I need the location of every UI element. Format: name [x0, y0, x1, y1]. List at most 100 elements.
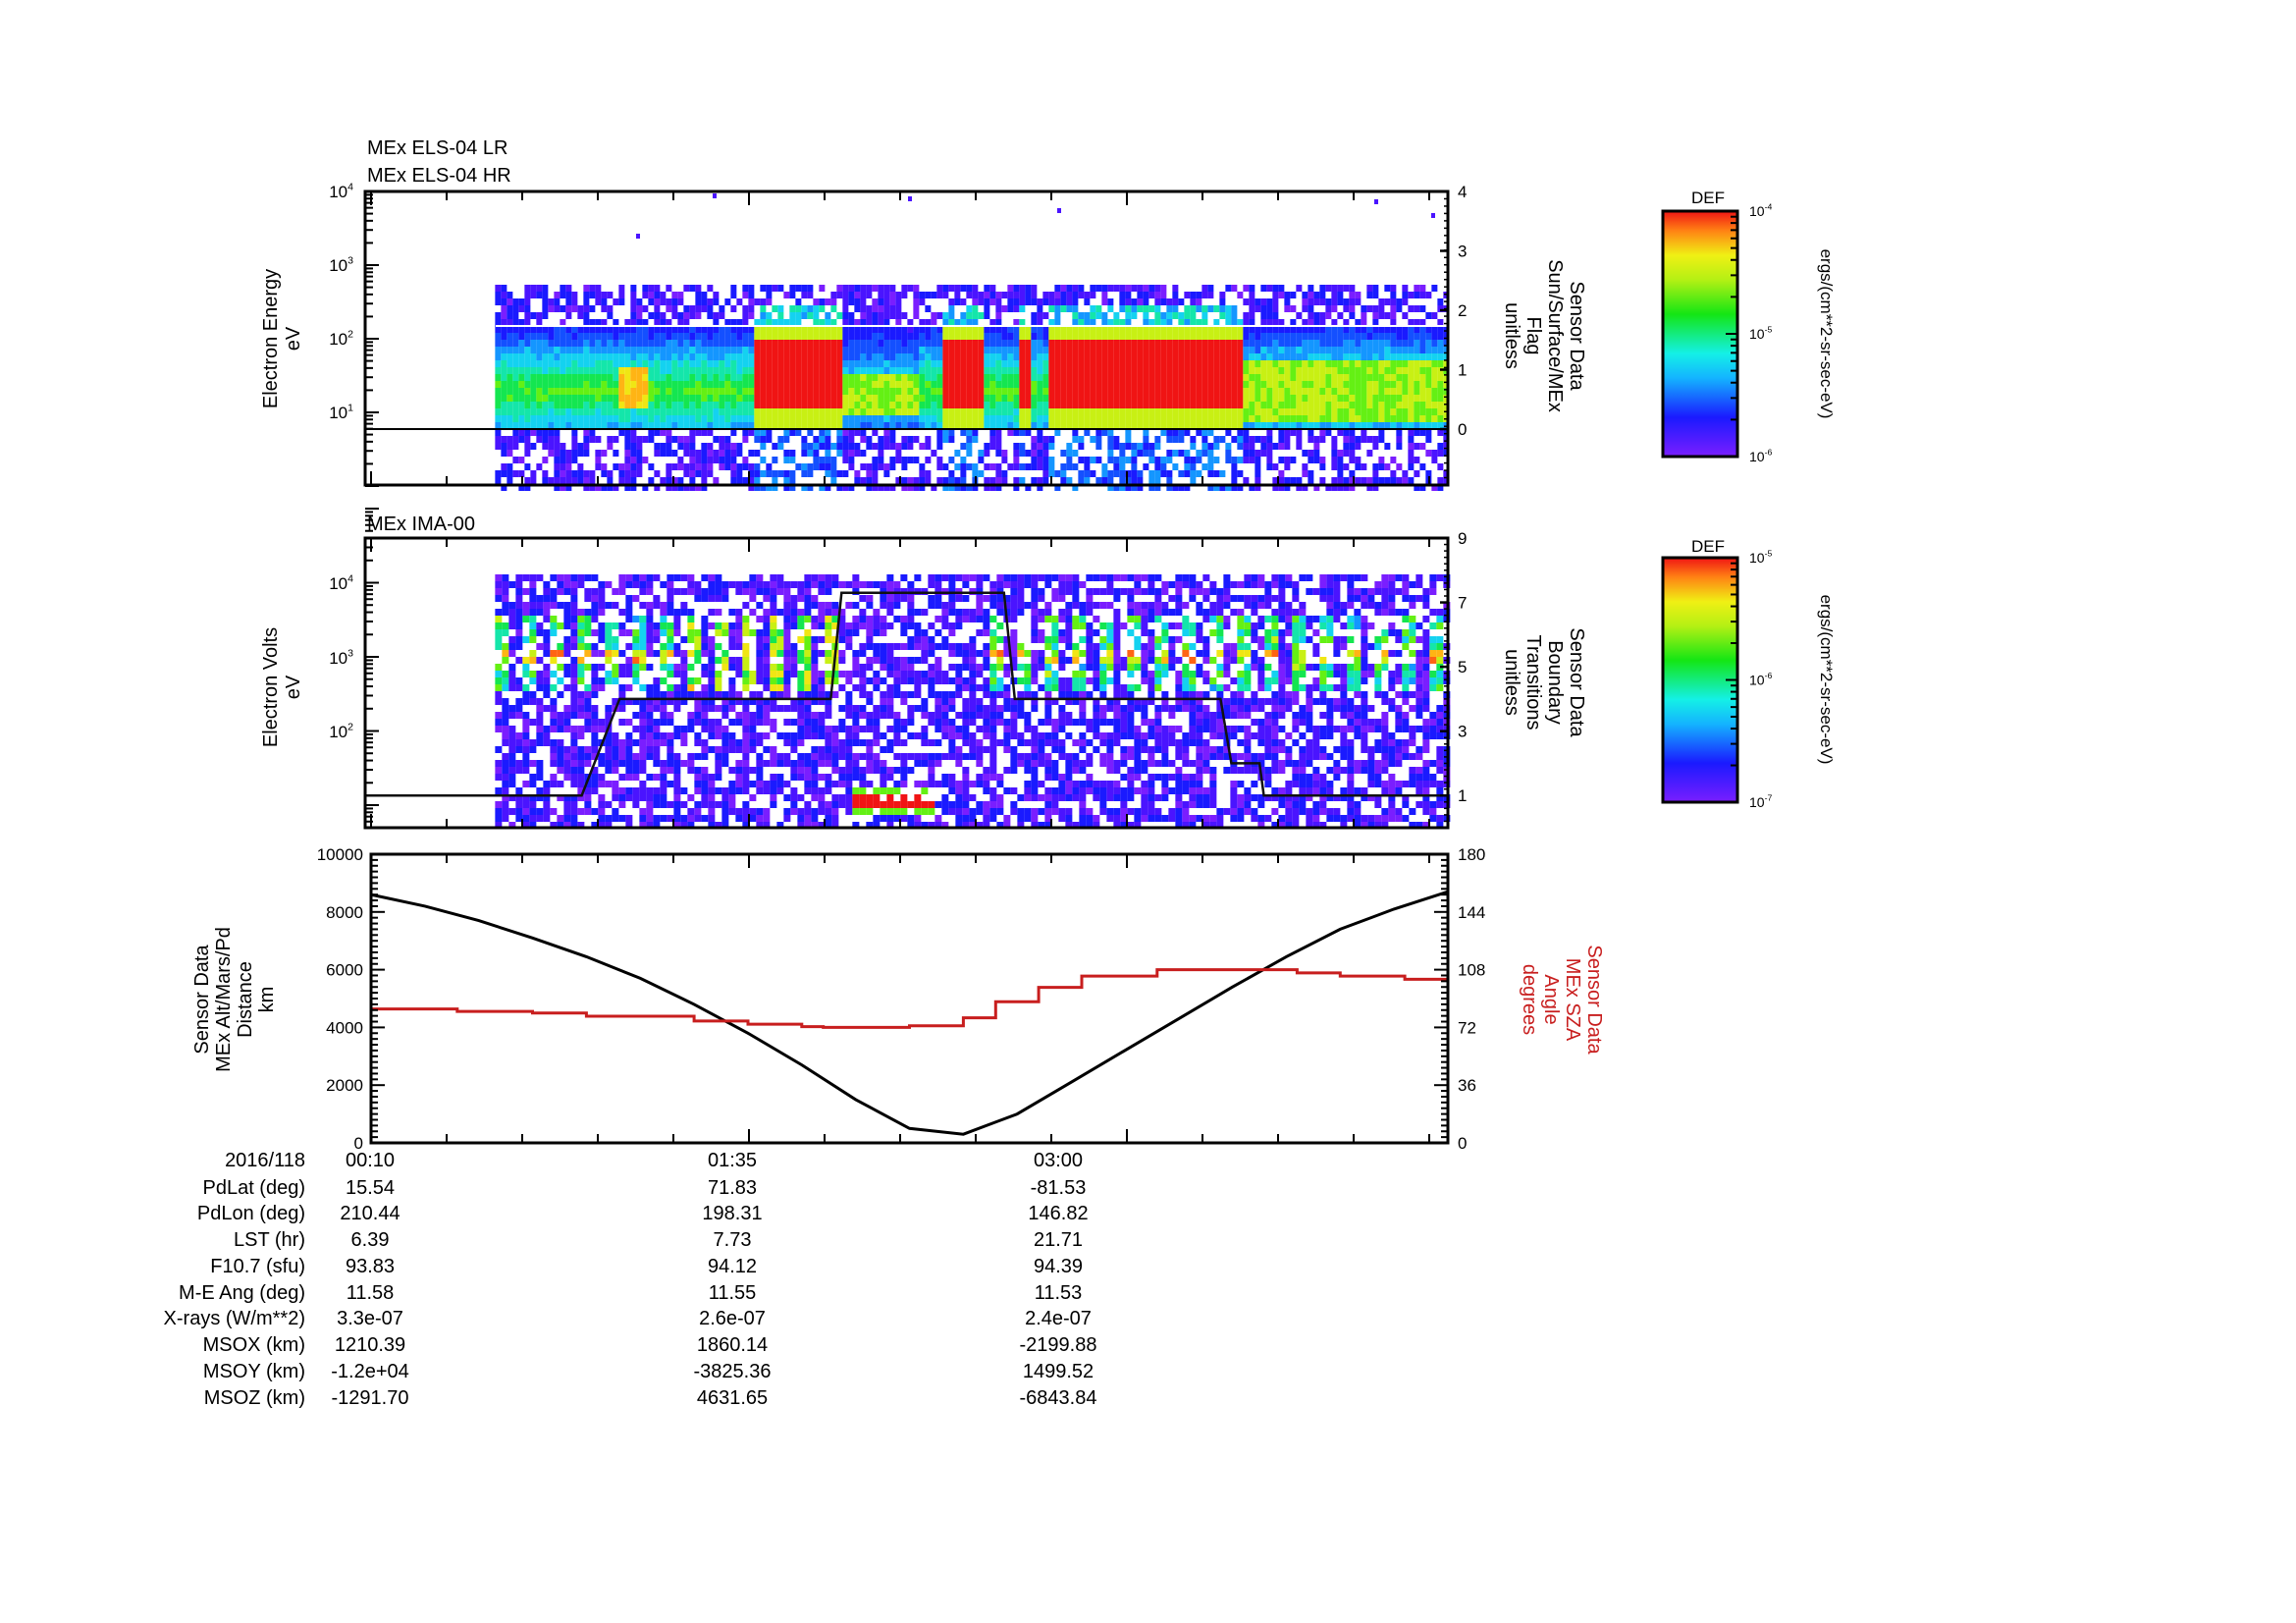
y2-tick-label: 180 — [1458, 845, 1485, 864]
y2-tick-label: 3 — [1458, 243, 1467, 261]
y2-tick-label: 3 — [1458, 723, 1467, 741]
y2-tick-label: 0 — [1458, 1134, 1467, 1153]
ephemeris-cell: 1210.39 — [335, 1334, 405, 1356]
els-y2label-1: Sensor Data — [1566, 281, 1587, 391]
panel1-title-hr: MEx ELS-04 HR — [367, 165, 511, 187]
orbit-ylabel-3: Distance — [235, 961, 256, 1038]
ephemeris-cell: 3.3e-07 — [337, 1308, 403, 1329]
orbit-plot-frame — [369, 852, 1450, 1145]
y2-tick-label: 108 — [1458, 961, 1485, 980]
els-y2label-4: unitless — [1501, 302, 1522, 369]
orbit-ylabel-4: km — [256, 987, 278, 1013]
orbit-y2label-2: MEx SZA — [1562, 958, 1583, 1042]
ephemeris-cell: 2.6e-07 — [699, 1308, 766, 1329]
ephemeris-cell: 15.54 — [346, 1177, 395, 1199]
ima-plot-frame — [363, 536, 1450, 830]
ima-boundary-transitions-line — [365, 591, 1448, 797]
els-colorbar-bar — [1661, 209, 1739, 459]
orbit-y2label-4: degrees — [1519, 964, 1540, 1035]
tick-label: 104 — [329, 181, 353, 201]
ephemeris-cell: -1.2e+04 — [331, 1361, 409, 1382]
ima-colorbar-ticks: 10-7 10-6 10-5 — [1726, 549, 1772, 810]
ephemeris-cell: 1499.52 — [1023, 1361, 1094, 1382]
y-tick-label: 2000 — [326, 1076, 363, 1095]
tick-label: 10-6 — [1749, 671, 1772, 687]
orbit-y2label-3: Angle — [1540, 974, 1562, 1024]
panel-els: MEx ELS-04 LR MEx ELS-04 HR 101102103104… — [260, 137, 1836, 491]
ephemeris-cell: 71.83 — [708, 1177, 757, 1199]
ephemeris-cell: 198.31 — [702, 1203, 762, 1224]
ephemeris-cell: 2.4e-07 — [1025, 1308, 1092, 1329]
orbit-ylabel-2: MEx Alt/Mars/Pd — [213, 927, 235, 1072]
ephemeris-cell: 1860.14 — [697, 1334, 768, 1356]
ephemeris-row-label: PdLat (deg) — [202, 1177, 305, 1199]
ephemeris-cell: -3825.36 — [694, 1361, 772, 1382]
y-tick-label: 4000 — [326, 1018, 363, 1037]
y2-tick-label: 144 — [1458, 903, 1485, 922]
sza-line — [371, 968, 1450, 1029]
panel-ima: MEx IMA-00 102 103 104 1 3 5 7 9 Electron Volts… — [260, 508, 1836, 830]
altitude-line — [370, 890, 1449, 1136]
y2-tick-label: 0 — [1458, 420, 1467, 439]
tick-label: 10-4 — [1749, 202, 1772, 219]
ephemeris-row-label: F10.7 (sfu) — [210, 1256, 305, 1277]
ephemeris-row-label: LST (hr) — [234, 1229, 305, 1251]
ephemeris-cell: 11.58 — [347, 1282, 395, 1304]
tick-label: 101 — [329, 402, 353, 422]
tick-label: 10-6 — [1749, 448, 1772, 464]
ephemeris-cell: 146.82 — [1028, 1203, 1088, 1224]
ephemeris-row-label: MSOX (km) — [203, 1334, 305, 1356]
els-y2label-3: Flag — [1522, 317, 1544, 355]
ephemeris-cell: 11.53 — [1035, 1282, 1083, 1304]
ephemeris-cell: 4631.65 — [697, 1387, 768, 1409]
ima-y2label-3: Transitions — [1522, 634, 1544, 730]
els-y2label-2: Sun/Surface/MEx — [1544, 259, 1566, 412]
ephemeris-row-label: MSOZ (km) — [204, 1387, 305, 1409]
ephemeris-cell: 94.12 — [708, 1256, 757, 1277]
ima-colorbar-label: DEF — [1691, 537, 1725, 556]
els-colorbar-units: ergs/(cm**2-sr-sec-eV) — [1817, 249, 1836, 419]
y-tick-label: 0 — [354, 1134, 363, 1153]
tick-label: 10-5 — [1749, 325, 1772, 342]
ephemeris-row-label: MSOY (km) — [203, 1361, 305, 1382]
ima-colorbar-units: ergs/(cm**2-sr-sec-eV) — [1817, 595, 1836, 765]
y2-tick-label: 2 — [1458, 301, 1467, 320]
els-colorbar: DEF 10-6 10-5 10-4 ergs/(cm**2-sr-sec-eV) — [1661, 189, 1836, 464]
ima-spectrogram — [495, 574, 1451, 829]
ephemeris-cell: -1291.70 — [332, 1387, 409, 1409]
tick-label: 104 — [329, 572, 353, 593]
ephemeris-cell: 6.39 — [351, 1229, 390, 1251]
els-spectrogram — [495, 193, 1450, 491]
ephemeris-table: 2016/118 PdLat (deg) PdLon (deg) LST (hr) F1… — [164, 1150, 1097, 1409]
ephemeris-row-label: 2016/118 — [225, 1150, 305, 1171]
ima-ylabel-2: eV — [283, 675, 304, 699]
y2-tick-label: 72 — [1458, 1018, 1476, 1037]
y2-tick-label: 36 — [1458, 1076, 1476, 1095]
ima-y2label-2: Boundary — [1544, 640, 1566, 725]
ephemeris-row-label: M-E Ang (deg) — [179, 1282, 305, 1304]
ima-axes: 102 103 104 1 3 5 7 9 — [329, 508, 1467, 829]
ephemeris-row-label: PdLon (deg) — [197, 1203, 305, 1224]
panel2-title: MEx IMA-00 — [367, 514, 475, 535]
ephemeris-cell: -81.53 — [1031, 1177, 1087, 1199]
y2-tick-label: 1 — [1458, 786, 1467, 805]
y2-tick-label: 1 — [1458, 361, 1467, 380]
ephemeris-cell: 21.71 — [1034, 1229, 1083, 1251]
ephemeris-cell: 93.83 — [346, 1256, 395, 1277]
ima-y2label-1: Sensor Data — [1566, 627, 1587, 737]
y-tick-label: 8000 — [326, 903, 363, 922]
ima-colorbar-bar — [1661, 556, 1739, 804]
els-ylabel-1: Electron Energy — [260, 269, 282, 408]
ephemeris-cell: 01:35 — [708, 1150, 757, 1171]
tick-label: 10-7 — [1749, 793, 1772, 810]
ephemeris-cell: 11.55 — [709, 1282, 757, 1304]
y-tick-label: 6000 — [326, 961, 363, 980]
els-ylabel-2: eV — [283, 326, 304, 351]
ima-ylabel-1: Electron Volts — [260, 627, 282, 747]
tick-label: 102 — [329, 721, 353, 741]
ephemeris-cell: 94.39 — [1034, 1256, 1083, 1277]
ephemeris-cell: 7.73 — [714, 1229, 752, 1251]
ephemeris-row-label: X-rays (W/m**2) — [164, 1308, 305, 1329]
y2-tick-label: 5 — [1458, 658, 1467, 676]
